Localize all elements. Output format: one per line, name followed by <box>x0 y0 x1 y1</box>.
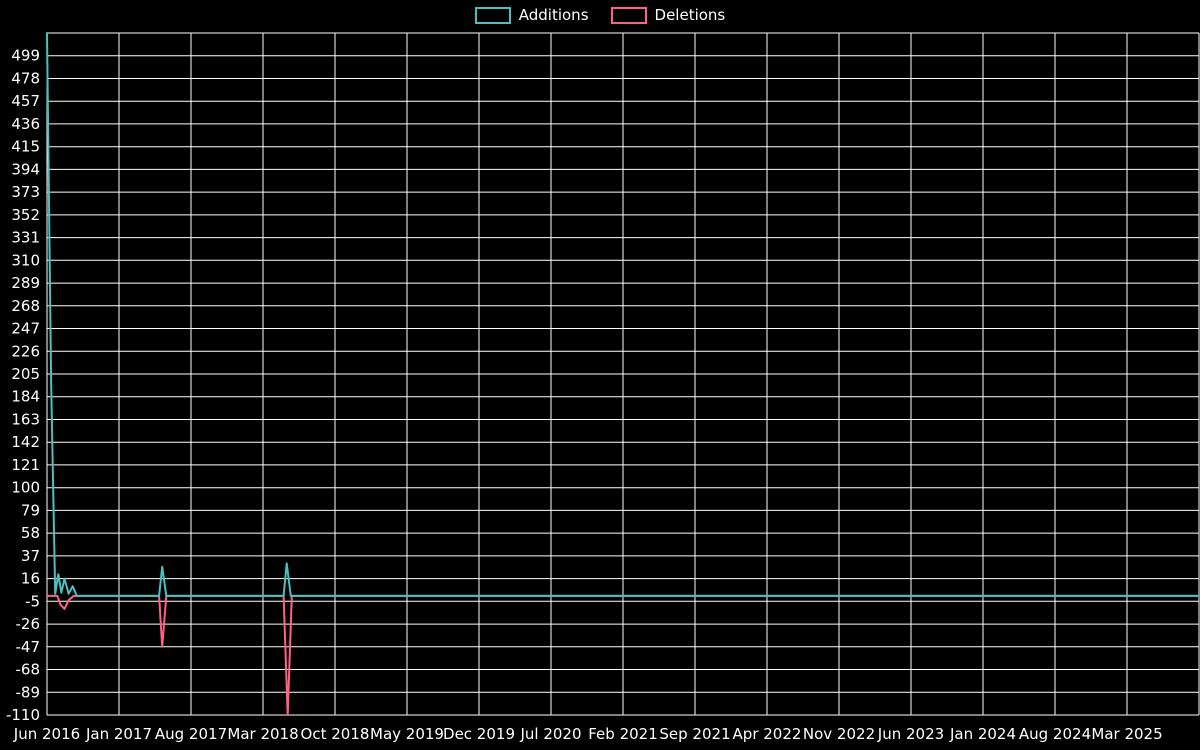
chart-legend: Additions Deletions <box>0 7 1200 24</box>
legend-swatch-deletions <box>610 7 647 24</box>
x-tick-label: Oct 2018 <box>301 725 370 743</box>
x-tick-label: Dec 2019 <box>443 725 515 743</box>
x-tick-label: Mar 2025 <box>1091 725 1162 743</box>
legend-item-additions[interactable]: Additions <box>474 6 589 24</box>
x-tick-label: Jul 2020 <box>519 725 581 743</box>
y-tick-label: 268 <box>11 297 40 315</box>
y-tick-label: 37 <box>21 547 40 565</box>
y-tick-label: 478 <box>11 70 40 88</box>
x-tick-label: Jan 2024 <box>949 725 1016 743</box>
y-tick-label: 352 <box>11 206 40 224</box>
y-tick-label: 310 <box>11 251 40 269</box>
y-tick-label: 58 <box>21 524 40 542</box>
y-tick-label: -68 <box>16 661 41 679</box>
legend-item-deletions[interactable]: Deletions <box>610 6 726 24</box>
x-tick-label: Jun 2016 <box>13 725 80 743</box>
additions-line <box>46 32 1200 597</box>
y-tick-label: 331 <box>11 229 40 247</box>
x-tick-label: Apr 2022 <box>733 725 802 743</box>
x-tick-label: Mar 2018 <box>227 725 298 743</box>
gridlines <box>46 32 1200 716</box>
legend-label: Deletions <box>654 6 726 24</box>
y-tick-label: 226 <box>11 342 40 360</box>
legend-swatch-additions <box>474 7 511 24</box>
y-tick-label: 499 <box>11 47 40 65</box>
y-tick-label: 163 <box>11 411 40 429</box>
y-tick-label: -89 <box>16 683 41 701</box>
y-tick-label: 79 <box>21 501 40 519</box>
x-tick-label: Jan 2017 <box>85 725 152 743</box>
x-tick-label: Aug 2024 <box>1019 725 1091 743</box>
legend-label: Additions <box>518 6 589 24</box>
y-tick-label: -26 <box>16 615 41 633</box>
x-tick-label: Sep 2021 <box>659 725 730 743</box>
y-tick-label: -110 <box>6 706 40 724</box>
y-tick-label: 394 <box>11 160 40 178</box>
y-tick-label: -47 <box>16 638 41 656</box>
y-tick-label: 373 <box>11 183 40 201</box>
x-axis-labels: Jun 2016 Jan 2017 Aug 2017 Mar 2018 Oct 2018… <box>13 725 1163 743</box>
y-tick-label: 142 <box>11 433 40 451</box>
y-tick-label: 184 <box>11 388 40 406</box>
y-tick-label: 100 <box>11 479 40 497</box>
x-tick-label: Nov 2022 <box>803 725 875 743</box>
x-tick-label: Aug 2017 <box>155 725 227 743</box>
x-tick-label: May 2019 <box>370 725 444 743</box>
series-lines <box>46 32 1200 716</box>
y-tick-label: 415 <box>11 138 40 156</box>
y-tick-label: 289 <box>11 274 40 292</box>
y-tick-label: 457 <box>11 92 40 110</box>
y-tick-label: 436 <box>11 115 40 133</box>
x-tick-label: Jun 2023 <box>877 725 944 743</box>
y-tick-label: 247 <box>11 320 40 338</box>
y-tick-label: -5 <box>25 592 40 610</box>
y-tick-label: 16 <box>21 570 40 588</box>
y-tick-label: 121 <box>11 456 40 474</box>
y-axis-labels: 499 478 457 436 415 394 373 352 331 310 289 268 247 2… <box>6 47 40 724</box>
y-tick-label: 205 <box>11 365 40 383</box>
x-tick-label: Feb 2021 <box>588 725 658 743</box>
